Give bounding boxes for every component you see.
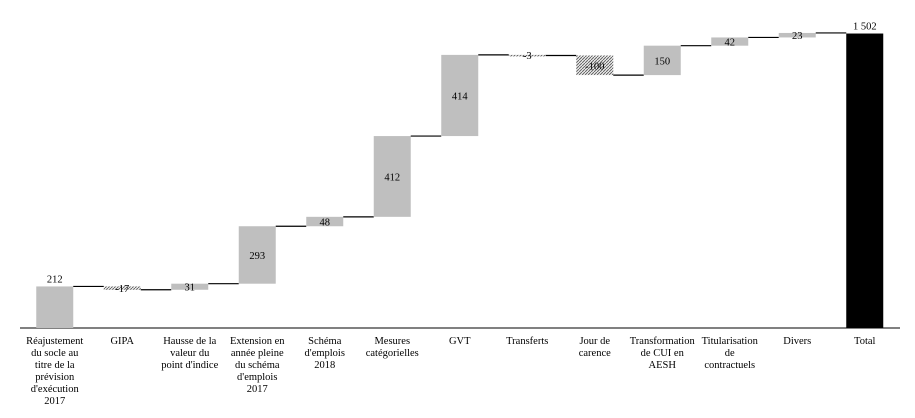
data-label: 42: [725, 38, 736, 49]
x-tick-label: Divers: [783, 336, 811, 347]
x-tick-label: Hausse de la valeur du point d'indice: [161, 336, 218, 371]
x-tick-label: Transferts: [506, 336, 548, 347]
bar: [508, 54, 546, 57]
bar: [711, 37, 749, 46]
data-label: 412: [384, 172, 400, 183]
bar: [306, 216, 344, 227]
x-tick-label: Jour de carence: [579, 336, 611, 359]
data-label: 1 502: [853, 22, 877, 33]
x-tick-label: GVT: [449, 336, 471, 347]
bar: [576, 55, 614, 76]
x-tick-label: Schéma d'emplois 2018: [305, 336, 345, 371]
data-label: 31: [185, 283, 196, 294]
x-tick-label: Mesures catégorielles: [366, 336, 419, 359]
x-tick-label: GIPA: [110, 336, 134, 347]
data-label: -3: [523, 51, 532, 62]
data-label: 212: [47, 274, 63, 285]
bar: [441, 54, 479, 137]
bar: [171, 283, 209, 290]
bar: [103, 286, 141, 290]
data-label: 23: [792, 31, 803, 42]
data-label: 293: [249, 251, 265, 262]
data-label: 150: [654, 56, 670, 67]
x-tick-label: Titularisation de contractuels: [702, 336, 759, 371]
data-label: -100: [585, 61, 604, 72]
bar: [846, 33, 884, 329]
bar: [36, 286, 74, 328]
x-tick-label: Transformation de CUI en AESH: [630, 336, 696, 371]
data-label: 48: [320, 218, 331, 229]
data-label: 414: [452, 91, 469, 102]
x-tick-label: Extension en année pleine du schéma d'emplo…: [230, 336, 285, 395]
bar: [778, 32, 816, 38]
bar: [238, 226, 276, 284]
data-label: -17: [115, 284, 129, 295]
x-tick-label: Total: [854, 336, 876, 347]
x-tick-label: Réajustement du socle au titre de la prévis…: [26, 336, 83, 407]
bar: [643, 45, 681, 76]
bar: [373, 136, 411, 217]
